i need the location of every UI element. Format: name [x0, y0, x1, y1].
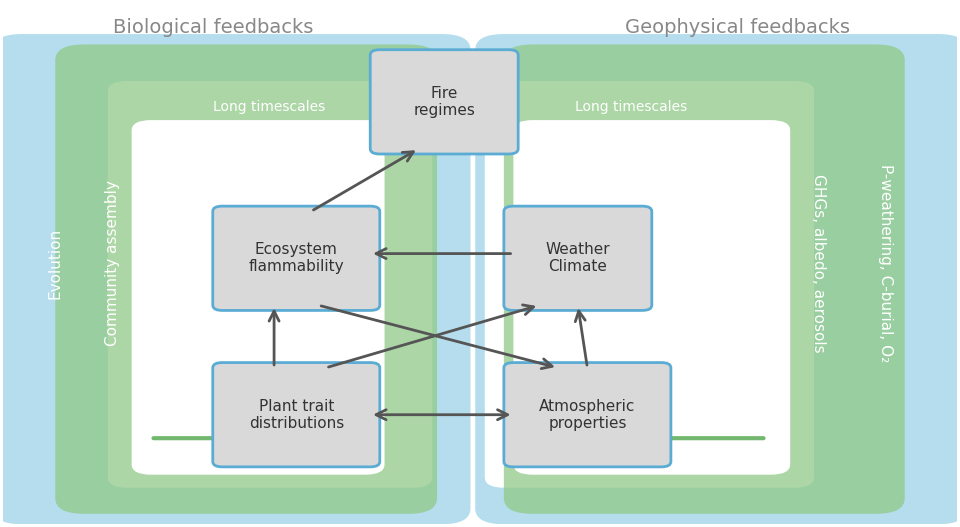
FancyBboxPatch shape [132, 120, 385, 475]
Text: Short timescales: Short timescales [575, 152, 691, 166]
Text: Short timescales: Short timescales [213, 152, 328, 166]
Text: P-weathering, C-burial, O₂: P-weathering, C-burial, O₂ [878, 164, 893, 363]
FancyBboxPatch shape [514, 120, 790, 475]
Text: Long timescales: Long timescales [213, 100, 325, 114]
Text: Long timescales: Long timescales [575, 100, 687, 114]
Text: Ecosystem
flammability: Ecosystem flammability [249, 242, 344, 275]
Text: Fire
regimes: Fire regimes [413, 86, 475, 118]
Text: GHGs, albedo, aerosols: GHGs, albedo, aerosols [811, 174, 827, 353]
FancyBboxPatch shape [371, 50, 518, 154]
Text: Biological feedbacks: Biological feedbacks [112, 18, 313, 37]
FancyBboxPatch shape [108, 81, 432, 487]
FancyBboxPatch shape [0, 34, 470, 524]
FancyBboxPatch shape [485, 81, 814, 487]
FancyBboxPatch shape [504, 206, 652, 310]
Text: Evolution: Evolution [48, 228, 62, 299]
Text: Weather
Climate: Weather Climate [545, 242, 611, 275]
FancyBboxPatch shape [56, 44, 437, 514]
Text: Plant trait
distributions: Plant trait distributions [249, 398, 344, 431]
FancyBboxPatch shape [475, 34, 960, 524]
FancyBboxPatch shape [504, 363, 671, 467]
FancyBboxPatch shape [213, 363, 380, 467]
Text: Geophysical feedbacks: Geophysical feedbacks [625, 18, 851, 37]
Text: Community assembly: Community assembly [105, 181, 120, 346]
FancyBboxPatch shape [504, 44, 904, 514]
FancyBboxPatch shape [213, 206, 380, 310]
Text: Atmospheric
properties: Atmospheric properties [540, 398, 636, 431]
